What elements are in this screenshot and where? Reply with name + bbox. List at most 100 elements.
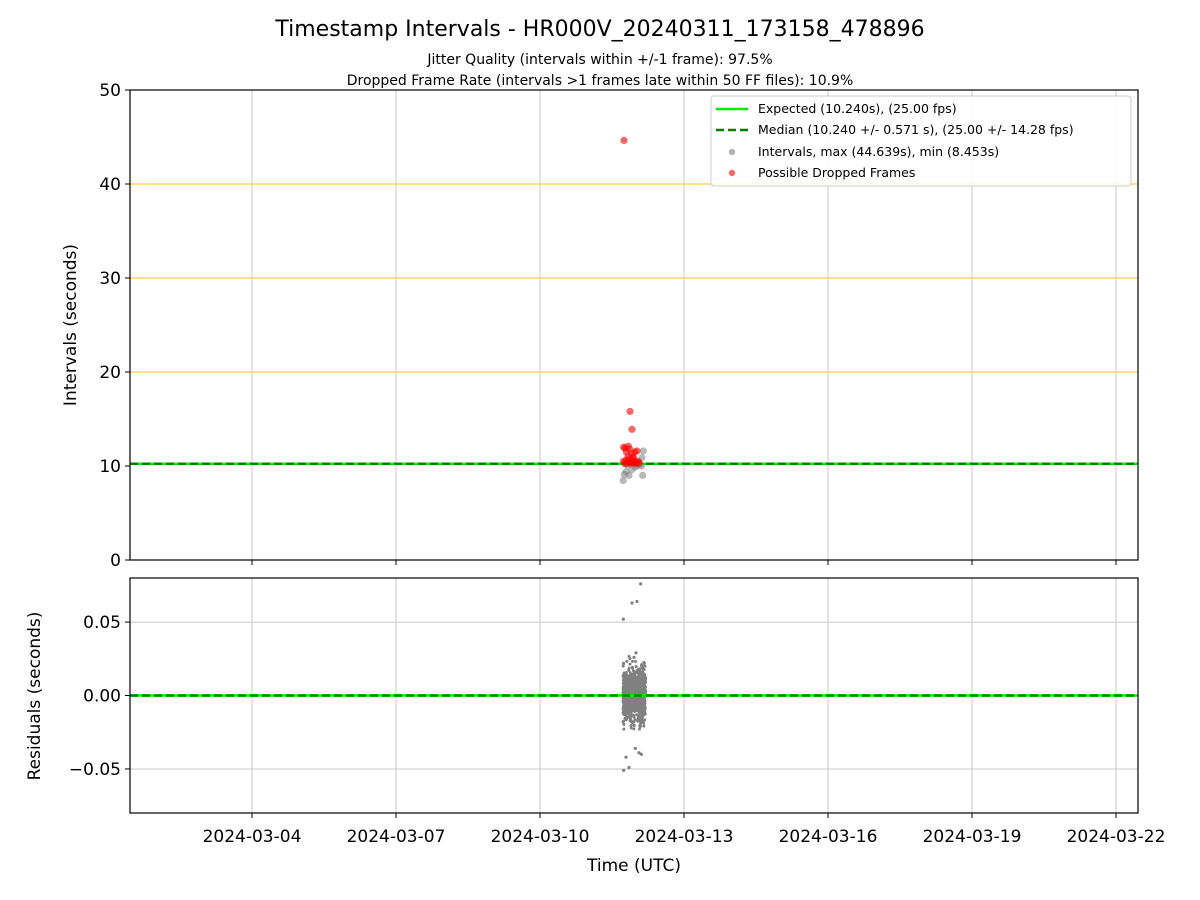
residual-point [640, 666, 644, 670]
residual-point [627, 698, 631, 702]
residual-point [628, 662, 632, 666]
residual-point [641, 683, 644, 687]
residuals-y-tick-label: 0.00 [83, 687, 121, 707]
intervals-y-tick-label: 40 [99, 175, 121, 195]
residual-outlier-point [634, 651, 638, 655]
residual-point [621, 674, 625, 678]
intervals-panel: 0 10 20 30 40 50 Intervals (seconds) Expected… [61, 81, 1139, 571]
residual-point [628, 712, 632, 716]
chart-legend: Expected (10.240s), (25.00 fps) Median (… [710, 95, 1132, 187]
residual-point [641, 706, 645, 710]
residual-point [634, 659, 637, 663]
residual-point [627, 686, 631, 690]
residual-point [630, 709, 634, 713]
residual-outlier-point [639, 752, 643, 756]
residuals-y-ticks: −0.05 0.00 0.05 [69, 613, 130, 780]
intervals-y-tick-label: 50 [99, 81, 121, 101]
residual-point [632, 673, 635, 677]
residual-outlier-point [637, 751, 641, 755]
residual-point [633, 691, 637, 695]
residual-point [638, 688, 642, 692]
residuals-y-axis-label: Residuals (seconds) [25, 612, 45, 781]
residual-point [623, 712, 627, 716]
residual-point [630, 665, 634, 669]
residual-point [622, 722, 626, 726]
residual-point [639, 719, 643, 723]
residual-point [623, 677, 627, 681]
legend-box [710, 95, 1132, 187]
chart-subtitle-dropped: Dropped Frame Rate (intervals >1 frames … [347, 73, 854, 89]
residual-point [625, 716, 629, 720]
residual-point [622, 684, 626, 688]
residual-point [643, 718, 647, 722]
residual-point [627, 682, 631, 686]
residual-point [634, 665, 638, 669]
residual-point [637, 699, 641, 703]
residual-point [643, 673, 647, 677]
residual-point [632, 714, 636, 718]
x-tick-label: 2024-03-19 [923, 827, 1022, 847]
residual-point [641, 701, 645, 705]
intervals-y-tick-label: 10 [99, 457, 121, 477]
residual-point [643, 701, 647, 705]
residual-point [627, 707, 631, 711]
intervals-series [130, 136, 1138, 485]
dropped-frame-point [628, 425, 636, 433]
dropped-frame-point [624, 453, 632, 461]
dropped-frame-point [626, 407, 634, 416]
residual-point [630, 684, 634, 688]
legend-median-label: Median (10.240 +/- 0.571 s), (25.00 +/- … [758, 122, 1074, 137]
residual-point [628, 716, 632, 720]
residual-point [629, 718, 633, 722]
legend-expected-label: Expected (10.240s), (25.00 fps) [758, 101, 957, 116]
residual-outlier-point [630, 601, 634, 605]
residual-point [623, 681, 627, 685]
residual-outlier-point [621, 617, 625, 621]
residual-point [629, 675, 633, 679]
interval-point [639, 447, 647, 455]
residual-outlier-point [627, 765, 631, 770]
x-tick-label: 2024-03-13 [635, 827, 734, 847]
residual-point [629, 726, 633, 730]
residual-point [633, 706, 637, 710]
intervals-axes-frame [129, 89, 1139, 561]
residual-point [636, 706, 640, 710]
legend-intervals-label: Intervals, max (44.639s), min (8.453s) [758, 144, 999, 159]
residual-point [642, 679, 646, 683]
residual-point [629, 724, 633, 728]
residual-point [622, 719, 626, 723]
residual-point [640, 714, 644, 718]
residual-outlier-point [632, 655, 636, 659]
dropped-frame-point [620, 136, 628, 144]
dropped-frame-point [635, 459, 643, 467]
intervals-y-tick-label: 0 [110, 551, 121, 571]
intervals-y-ticks: 0 10 20 30 40 50 [99, 81, 130, 571]
residual-point [625, 703, 629, 707]
x-tick-label: 2024-03-22 [1067, 827, 1166, 847]
residual-point [626, 678, 630, 682]
residual-outlier-point [622, 768, 626, 773]
residual-point [638, 727, 641, 731]
residual-outlier-point [633, 746, 637, 750]
legend-dropped-label: Possible Dropped Frames [758, 165, 915, 180]
residual-point [622, 706, 626, 710]
residual-point [642, 668, 646, 672]
legend-intervals-swatch [728, 148, 736, 156]
residual-point [636, 679, 640, 683]
residual-point [633, 709, 637, 713]
residual-point [630, 659, 634, 663]
x-axis-ticks: 2024-03-04 2024-03-07 2024-03-10 2024-03-13… [203, 560, 1166, 847]
residual-point [638, 696, 642, 700]
residual-point [624, 683, 628, 687]
x-tick-label: 2024-03-10 [491, 827, 590, 847]
residual-point [643, 664, 647, 668]
residual-point [638, 715, 642, 719]
residuals-y-tick-label: 0.05 [83, 613, 121, 633]
residual-point [636, 675, 640, 679]
residual-point [640, 687, 644, 691]
residual-point [624, 673, 628, 677]
chart-title: Timestamp Intervals - HR000V_20240311_17… [274, 17, 924, 42]
legend-dropped-swatch [728, 169, 736, 177]
intervals-y-tick-label: 20 [99, 363, 121, 383]
